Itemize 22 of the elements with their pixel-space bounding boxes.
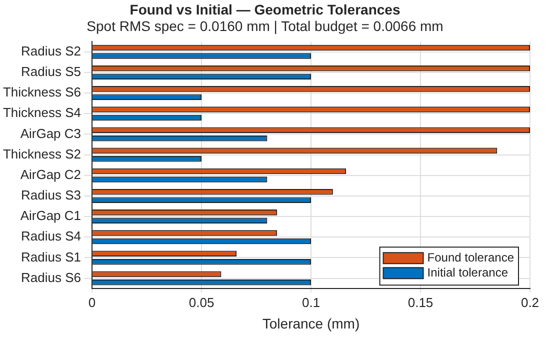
y-tick-label: Thickness S4 bbox=[2, 105, 82, 120]
y-tick-label: Radius S3 bbox=[21, 188, 82, 203]
y-tick-label: AirGap C3 bbox=[20, 126, 82, 141]
y-tick-label: Radius S2 bbox=[21, 43, 82, 58]
x-tick-label: 0.2 bbox=[520, 294, 540, 310]
chart-subtitle: Spot RMS spec = 0.0160 mm | Total budget = 0.0066 mm bbox=[86, 18, 444, 34]
y-tick-label: AirGap C1 bbox=[20, 208, 82, 224]
x-tick-label: 0.15 bbox=[408, 294, 434, 310]
y-tick-label: Thickness S2 bbox=[2, 146, 82, 162]
chart-title: Found vs Initial — Geometric Tolerances bbox=[130, 1, 400, 18]
y-tick-label: AirGap C2 bbox=[20, 166, 82, 182]
y-tick-label: Radius S5 bbox=[21, 64, 82, 80]
x-tick-label: 0.1 bbox=[302, 294, 320, 310]
legend-label: Found tolerance bbox=[427, 250, 514, 264]
x-tick-label: 0.05 bbox=[188, 294, 214, 310]
x-axis-title: Tolerance (mm) bbox=[262, 315, 360, 332]
y-tick-label: Radius S4 bbox=[21, 228, 82, 244]
x-tick-label: 0 bbox=[88, 294, 96, 310]
legend-label: Initial tolerance bbox=[427, 265, 508, 280]
y-tick-label: Radius S1 bbox=[21, 249, 82, 264]
y-tick-label: Radius S6 bbox=[21, 270, 82, 285]
y-tick-label: Thickness S6 bbox=[2, 84, 82, 100]
